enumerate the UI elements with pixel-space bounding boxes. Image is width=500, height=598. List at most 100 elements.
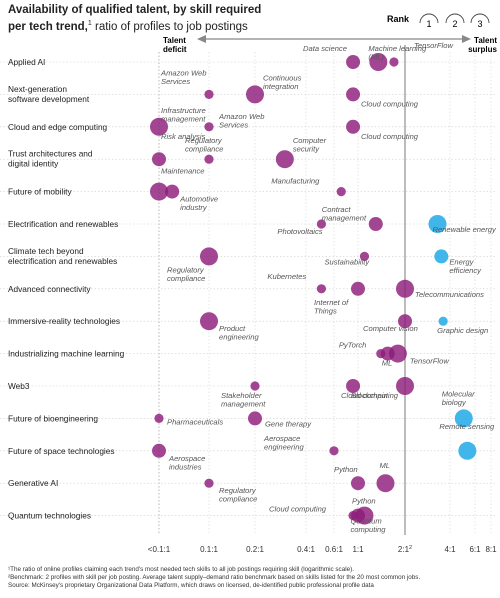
skill-label: Aerospace industries bbox=[168, 454, 205, 472]
trend-label: Quantum technologies bbox=[8, 511, 91, 521]
skill-label: Computer security bbox=[293, 136, 327, 154]
skill-mark bbox=[380, 346, 395, 361]
skill-mark bbox=[150, 117, 168, 136]
x-tick-label: 2:12 bbox=[398, 545, 412, 554]
rank-legend-arc bbox=[445, 13, 465, 24]
skill-mark bbox=[204, 122, 214, 132]
skill-label: Molecular biology bbox=[442, 389, 475, 407]
skill-label: Contract management bbox=[322, 205, 367, 223]
skill-label: Stakeholder management bbox=[221, 391, 266, 409]
x-axis-ticks: <0.1:1 0.1:1 0.2:1 0.4:1 0.6:1 1:1 2:12 4:1 6:1 8… bbox=[148, 545, 497, 554]
skill-label: Infrastructure management bbox=[161, 106, 206, 124]
title-bold: Availability of qualified talent, by ski… bbox=[8, 4, 262, 33]
skill-marks bbox=[150, 53, 477, 525]
skill-mark bbox=[346, 55, 361, 69]
skill-mark bbox=[359, 251, 370, 261]
skill-mark bbox=[329, 446, 339, 456]
trend-label: Cloud and edge computing bbox=[8, 122, 108, 132]
skill-label: Quantum computing bbox=[350, 517, 386, 535]
trend-label: Electrification and renewables bbox=[8, 219, 118, 229]
skill-label: Blockchain bbox=[351, 391, 388, 400]
skill-mark bbox=[204, 478, 214, 488]
trend-label: Advanced connectivity bbox=[8, 284, 91, 294]
x-tick-label: 8:1 bbox=[485, 545, 497, 554]
skill-label: Regulatory compliance bbox=[219, 486, 257, 504]
skill-mark bbox=[369, 53, 388, 71]
skill-label: Computer vision bbox=[363, 324, 418, 333]
skill-label: Cloud computing bbox=[361, 132, 419, 141]
footnotes: ¹The ratio of online profiles claiming e… bbox=[8, 566, 498, 590]
skill-mark bbox=[152, 152, 166, 167]
skill-label: Telecommunications bbox=[415, 290, 484, 299]
trend-row: Applied AI bbox=[0, 57, 497, 67]
trend-row: Trust architectures and digital identity bbox=[0, 149, 497, 169]
skill-label: Risk analysis bbox=[161, 132, 206, 141]
skill-mark bbox=[348, 510, 358, 521]
trend-label: Applied AI bbox=[8, 57, 45, 67]
rank-legend-arc bbox=[470, 13, 490, 24]
skill-label: Pharmaceuticals bbox=[167, 417, 223, 426]
rank-legend: Rank 1 2 3 bbox=[387, 13, 490, 29]
skill-mark bbox=[376, 349, 386, 359]
x-tick-label: 0.2:1 bbox=[246, 545, 264, 554]
skill-mark bbox=[204, 89, 214, 99]
skill-mark bbox=[346, 379, 361, 393]
footnote-3: Source: McKinsey's proprietary Organizat… bbox=[8, 582, 374, 589]
trend-label: Generative AI bbox=[8, 478, 58, 488]
skill-label: Cloud computing bbox=[361, 99, 419, 108]
skill-label: Regulatory compliance bbox=[167, 265, 205, 283]
skill-label: Regulatory compliance bbox=[185, 136, 223, 154]
skill-label: Python bbox=[334, 465, 358, 474]
trend-row: Future of mobility bbox=[0, 187, 497, 197]
skill-mark bbox=[368, 217, 383, 231]
skill-mark bbox=[275, 150, 294, 169]
skill-label: Gene therapy bbox=[265, 419, 312, 428]
skill-label: Kubernetes bbox=[267, 272, 306, 281]
skill-mark bbox=[250, 381, 260, 391]
skill-labels: Data science Machine learning (ML)TensorFl… bbox=[160, 41, 497, 534]
skill-mark bbox=[200, 247, 218, 266]
trend-row: Web3 bbox=[0, 381, 497, 391]
skill-mark bbox=[396, 377, 414, 395]
skill-label: Amazon Web Services bbox=[160, 68, 206, 86]
skill-label: Sustainability bbox=[324, 257, 370, 266]
skill-mark bbox=[398, 314, 412, 329]
skill-mark bbox=[200, 312, 218, 331]
x-tick-label: 4:1 bbox=[444, 545, 456, 554]
skill-mark bbox=[204, 154, 214, 164]
skill-label: Graphic design bbox=[437, 326, 488, 335]
trend-label: Web3 bbox=[8, 381, 30, 391]
arrow-left-head bbox=[197, 35, 206, 43]
trend-row: Quantum technologies bbox=[0, 511, 497, 521]
skill-label: Product engineering bbox=[219, 324, 259, 342]
trend-label: Immersive-reality technologies bbox=[8, 316, 120, 326]
talent-surplus-label: Talent surplus bbox=[468, 36, 497, 54]
trend-label: Future of bioengineering bbox=[8, 413, 98, 423]
skill-label: Continuous integration bbox=[263, 73, 302, 91]
skill-label: PyTorch bbox=[339, 341, 367, 350]
skill-label: ML bbox=[379, 461, 390, 470]
rank-legend-number: 1 bbox=[426, 19, 431, 29]
trend-row: Future of space technologies bbox=[0, 446, 497, 456]
trend-rows: Applied AI Next-generation software develo… bbox=[0, 57, 497, 521]
skill-label: Cloud computing bbox=[269, 505, 327, 514]
skill-label: Python bbox=[352, 497, 376, 506]
skill-label: Maintenance bbox=[161, 167, 204, 176]
skill-mark bbox=[150, 182, 168, 201]
talent-deficit-label: Talent deficit bbox=[163, 36, 187, 54]
skill-label: Photovoltaics bbox=[277, 227, 322, 236]
skill-label: ML bbox=[382, 359, 393, 368]
trend-label: Industrializing machine learning bbox=[8, 349, 125, 359]
skill-mark bbox=[246, 85, 264, 104]
skill-mark bbox=[351, 281, 365, 296]
skill-label: Internet of Things bbox=[314, 298, 349, 316]
trend-label: Trust architectures and digital identity bbox=[8, 149, 93, 169]
rank-legend-item-1: 1 bbox=[419, 13, 439, 29]
skill-label: Data science bbox=[303, 44, 347, 53]
skill-mark bbox=[165, 184, 180, 199]
axis-top: Talent deficit Talent surplus bbox=[163, 35, 498, 54]
skill-mark bbox=[346, 87, 361, 102]
rank-legend-number: 3 bbox=[477, 19, 482, 29]
skill-mark bbox=[152, 443, 166, 458]
